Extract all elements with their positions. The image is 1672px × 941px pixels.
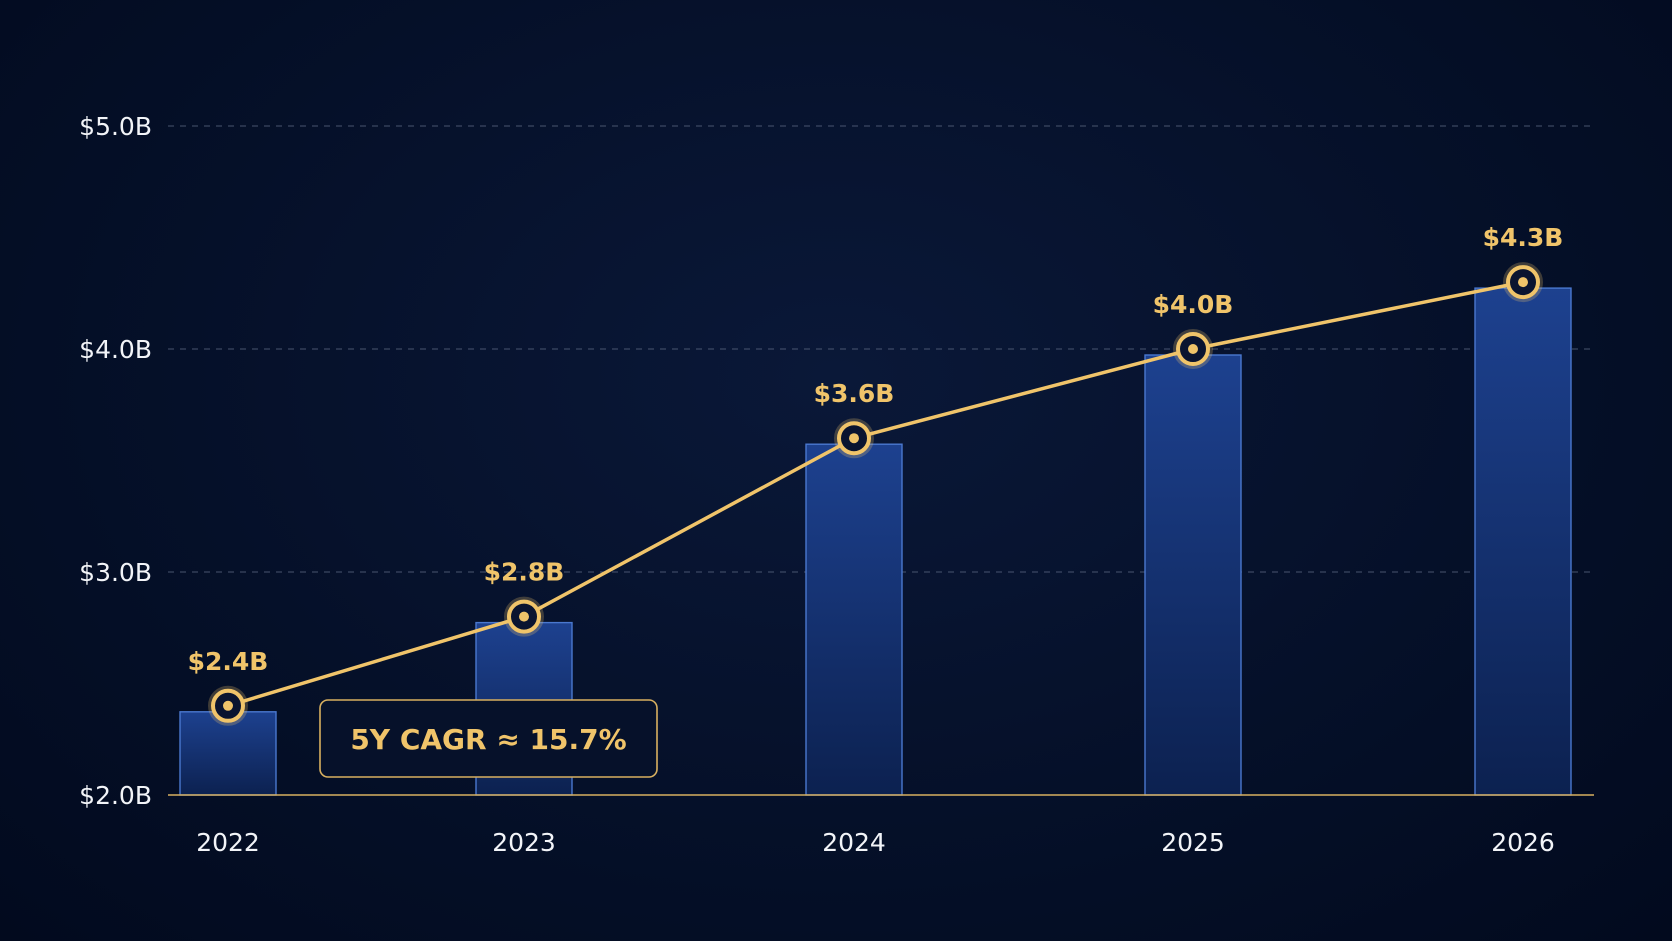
bar-2026: [1474, 287, 1572, 796]
data-label-2023: $2.8B: [484, 558, 565, 587]
data-label-2025: $4.0B: [1153, 290, 1234, 319]
bar-layer: [179, 287, 1572, 796]
label-layer: $2.4B $2.8B $3.6B $4.0B $4.3B: [188, 223, 1564, 676]
x-tick-label: 2024: [822, 828, 886, 857]
point-marker-2024: [834, 418, 874, 459]
point-marker-2022: [208, 685, 248, 726]
y-tick-label: $4.0B: [79, 335, 152, 364]
data-label-2024: $3.6B: [814, 379, 895, 408]
x-tick-label: 2026: [1491, 828, 1555, 857]
marker-dot: [1518, 277, 1528, 288]
point-marker-2026: [1503, 262, 1543, 303]
y-tick-label: $3.0B: [79, 558, 152, 587]
cagr-text: 5Y CAGR ≈ 15.7%: [350, 723, 626, 756]
data-label-2022: $2.4B: [188, 647, 269, 676]
x-tick-label: 2023: [492, 828, 556, 857]
marker-dot: [223, 700, 233, 711]
marker-dot: [1188, 344, 1198, 354]
point-marker-2025: [1173, 329, 1213, 369]
line-layer: [208, 262, 1543, 726]
bar-2025: [1144, 354, 1242, 796]
y-tick-label: $2.0B: [79, 781, 152, 810]
axis-layer: $2.0B $3.0B $4.0B $5.0B 2022 2023 2024 2025 2026: [79, 112, 1594, 857]
x-tick-label: 2022: [196, 828, 260, 857]
x-tick-label: 2025: [1161, 828, 1225, 857]
cagr-annotation: 5Y CAGR ≈ 15.7%: [319, 699, 658, 778]
point-marker-2023: [504, 596, 544, 637]
bar-2022: [179, 711, 277, 796]
marker-dot: [849, 433, 859, 444]
marker-dot: [519, 611, 529, 622]
bar-2024: [805, 443, 903, 796]
cagr-box: [319, 699, 658, 778]
data-label-2026: $4.3B: [1483, 223, 1564, 252]
y-tick-label: $5.0B: [79, 112, 152, 141]
